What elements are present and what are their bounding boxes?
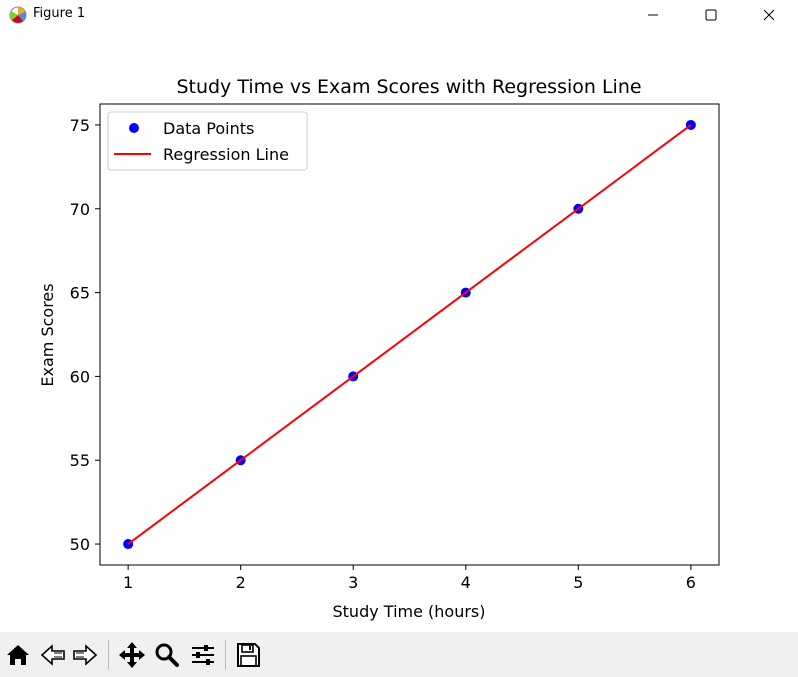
ticks-layer: 1 2 3 4 5 6 50 55 60 65 70 75 — [70, 116, 696, 592]
home-icon — [7, 645, 29, 665]
y-tick-label: 55 — [70, 451, 90, 470]
close-icon — [763, 9, 775, 21]
minimize-button[interactable] — [624, 0, 682, 30]
x-tick-label: 4 — [461, 573, 471, 592]
legend-label-data-points: Data Points — [163, 119, 254, 138]
chart-svg: Study Time vs Exam Scores with Regressio… — [38, 76, 720, 621]
toolbar-separator — [225, 640, 226, 670]
zoom-icon — [155, 643, 179, 667]
regression-line — [127, 124, 692, 545]
matplotlib-app-icon — [8, 5, 28, 25]
save-icon — [237, 643, 260, 667]
navigation-toolbar — [0, 632, 798, 677]
x-tick-label: 5 — [573, 573, 583, 592]
pan-button[interactable] — [117, 640, 147, 670]
pan-icon — [119, 642, 145, 668]
y-tick-label: 65 — [70, 284, 90, 303]
series-layer — [123, 119, 696, 550]
x-tick-label: 6 — [686, 573, 696, 592]
minimize-icon — [648, 14, 658, 16]
x-axis-label: Study Time (hours) — [333, 602, 486, 621]
close-button[interactable] — [740, 0, 798, 30]
y-tick-label: 60 — [70, 367, 90, 386]
toolbar-separator — [108, 640, 109, 670]
forward-arrow-icon — [73, 644, 98, 666]
x-tick-label: 1 — [123, 573, 133, 592]
home-button[interactable] — [3, 640, 33, 670]
window-title: Figure 1 — [33, 6, 86, 21]
save-button[interactable] — [233, 640, 263, 670]
y-axis-label: Exam Scores — [38, 283, 57, 386]
y-tick-label: 75 — [70, 116, 90, 135]
maximize-button[interactable] — [682, 0, 740, 30]
x-tick-label: 2 — [236, 573, 246, 592]
forward-button[interactable] — [70, 640, 100, 670]
back-arrow-icon — [40, 644, 65, 666]
configure-subplots-icon — [192, 645, 214, 665]
maximize-icon — [705, 9, 717, 21]
y-tick-label: 50 — [70, 535, 90, 554]
legend: Data Points Regression Line — [107, 111, 308, 171]
y-tick-label: 70 — [70, 200, 90, 219]
legend-label-regression-line: Regression Line — [163, 145, 289, 164]
zoom-button[interactable] — [152, 640, 182, 670]
figure-canvas[interactable]: Study Time vs Exam Scores with Regressio… — [0, 30, 798, 632]
x-tick-label: 3 — [348, 573, 358, 592]
legend-marker-data-points — [129, 123, 139, 133]
chart-title: Study Time vs Exam Scores with Regressio… — [176, 76, 641, 98]
legend-box — [107, 111, 308, 171]
window-titlebar: Figure 1 — [0, 0, 798, 30]
back-button[interactable] — [38, 640, 68, 670]
configure-subplots-button[interactable] — [188, 640, 218, 670]
